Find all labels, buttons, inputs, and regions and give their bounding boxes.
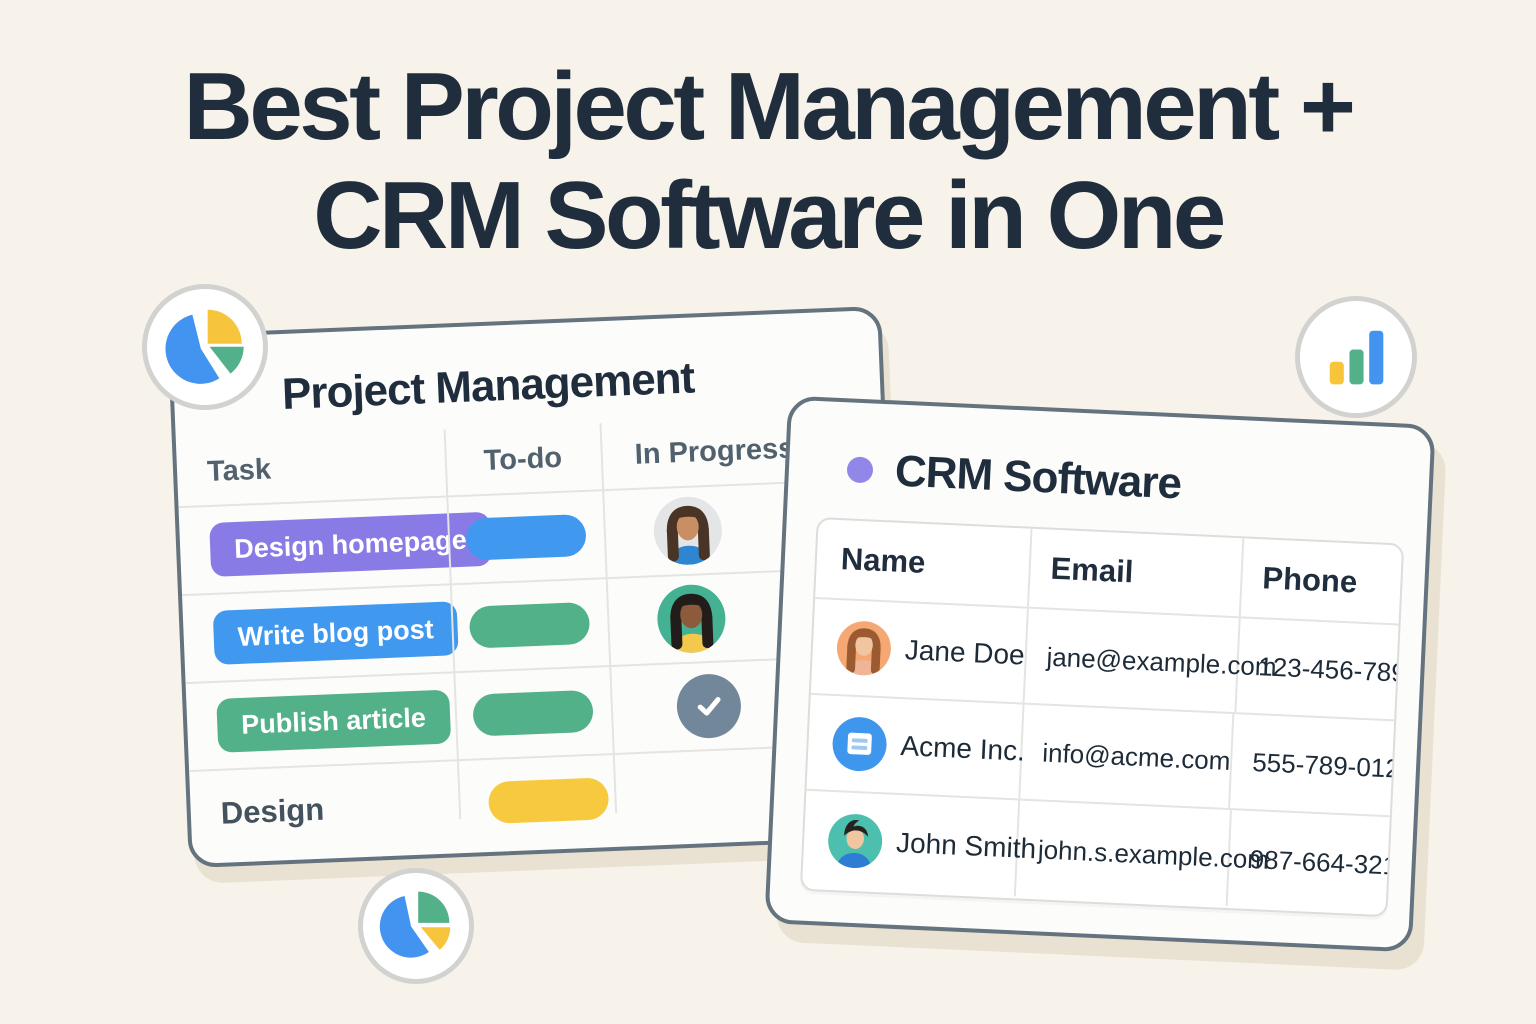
table-row: Publish article (185, 653, 895, 771)
todo-status-pill[interactable] (468, 601, 591, 649)
task-label[interactable]: Design (220, 791, 325, 831)
woman-gray-avatar (666, 505, 712, 566)
pie-chart-icon (358, 868, 474, 984)
table-row: Acme Inc. info@acme.com 555-789-0123 (806, 694, 1404, 818)
bullet-dot-icon (846, 456, 874, 484)
todo-status-pill[interactable] (472, 689, 594, 737)
table-row: Jane Doe jane@example.com 123-456-7890 (810, 598, 1404, 722)
todo-status-pill[interactable] (487, 777, 610, 825)
contact-avatar[interactable] (826, 812, 884, 870)
pie-chart-icon (142, 284, 268, 410)
crm-card-header: CRM Software (846, 444, 1182, 509)
company-document-icon (847, 732, 872, 755)
page-title-line1: Best Project Management + (183, 53, 1356, 160)
task-pill[interactable]: Write blog post (212, 601, 459, 665)
table-row: Design homepage (178, 477, 888, 595)
crm-card-title: CRM Software (893, 446, 1183, 509)
page-title: Best Project Management + CRM Software i… (0, 52, 1536, 271)
column-header-email: Email (1049, 550, 1135, 590)
task-pill[interactable]: Publish article (216, 689, 451, 753)
contact-email[interactable]: info@acme.com (1041, 736, 1232, 776)
contact-avatar[interactable] (835, 620, 893, 677)
man-teal-avatar (836, 819, 872, 869)
bar-chart-icon (1295, 296, 1417, 418)
column-header-todo: To-do (483, 441, 563, 477)
contact-phone[interactable]: 123-456-7890 (1257, 650, 1405, 689)
todo-status-pill[interactable] (465, 513, 587, 561)
contact-phone[interactable]: 555-789-0123 (1251, 746, 1405, 784)
table-row: John Smith john.s.example.com 987-664-32… (802, 790, 1404, 913)
woman-orange-avatar (845, 628, 881, 677)
contact-name[interactable]: Jane Doe (904, 634, 1026, 671)
woman-green-avatar (670, 593, 715, 654)
done-check-icon[interactable] (675, 672, 743, 740)
crm-contacts-table: Name Email Phone (799, 516, 1405, 918)
contact-name[interactable]: Acme Inc. (899, 730, 1026, 767)
page-title-line2: CRM Software in One (313, 162, 1226, 270)
table-row: Write blog post (182, 565, 891, 683)
assignee-avatar[interactable] (656, 583, 727, 655)
project-management-card: Project Management Task To-do In Progres… (167, 305, 903, 869)
column-header-task: Task (206, 453, 272, 488)
column-header-in-progress: In Progress (634, 431, 795, 471)
assignee-avatar[interactable] (652, 495, 724, 567)
column-header-phone: Phone (1261, 560, 1358, 600)
project-management-card-title: Project Management (281, 353, 696, 419)
crm-software-card: CRM Software Name Email Phone (764, 395, 1436, 953)
column-header-name: Name (840, 541, 927, 580)
company-avatar[interactable] (831, 715, 888, 773)
project-management-table: Task To-do In Progress Design homepage (176, 412, 899, 858)
contact-phone[interactable]: 987-664-3210 (1249, 843, 1405, 881)
contact-name[interactable]: John Smith (895, 826, 1037, 865)
